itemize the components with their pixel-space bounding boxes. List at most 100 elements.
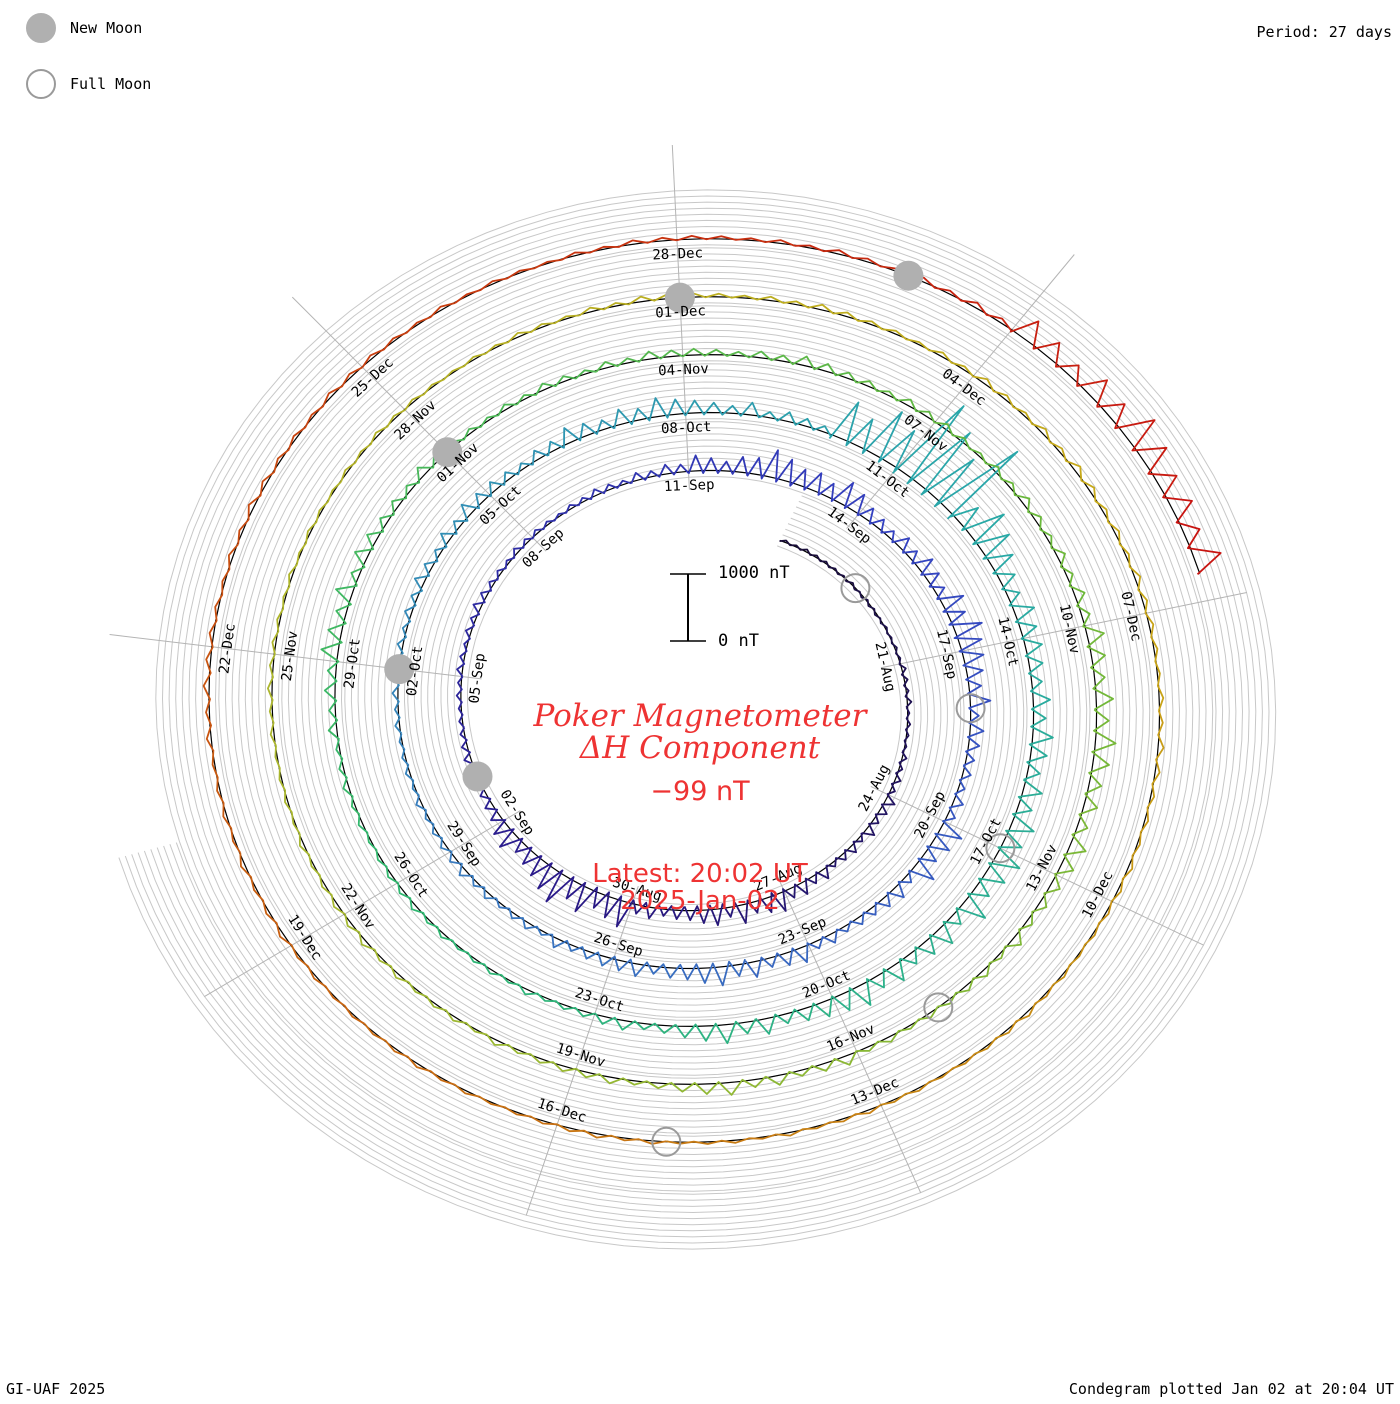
trace-segment-2024-10-26 <box>357 814 399 884</box>
date-label: 05-Sep <box>466 652 488 704</box>
new-moon-marker <box>384 654 415 685</box>
trace-segment-2024-09-06 <box>470 578 499 627</box>
trace-segment-2024-09-24 <box>679 958 746 987</box>
new-moon-marker <box>462 761 493 792</box>
date-spoke <box>109 634 482 680</box>
trace-segment-2024-09-30 <box>398 733 420 797</box>
trace-segment-2024-11-28 <box>404 352 487 411</box>
trace-segment-2024-12-23 <box>237 448 290 545</box>
new-moon-marker <box>893 260 924 291</box>
trace-segment-2024-11-04 <box>682 347 772 361</box>
trace-segment-2024-12-08 <box>1146 710 1165 809</box>
trace-segment-2024-09-19 <box>942 765 972 822</box>
trace-segment-2024-08-26 <box>783 865 830 899</box>
date-label: 25-Nov <box>279 630 301 682</box>
trace-segment-2024-08-24 <box>861 793 896 836</box>
trace-segment-2024-12-16 <box>454 1083 558 1126</box>
full-moon-marker <box>923 992 954 1023</box>
trace-segment-2024-12-03 <box>882 328 974 377</box>
trace-segment-2024-11-25 <box>271 564 298 655</box>
trace-segment-2024-08-28 <box>683 901 736 927</box>
trace-segment-2024-09-22 <box>807 912 865 950</box>
trace-segment-2024-12-13 <box>776 1103 882 1137</box>
moon-markers <box>384 260 1016 1157</box>
trace-segment-2024-11-13 <box>1004 874 1061 948</box>
trace-segment-2024-12-22 <box>208 543 239 647</box>
trace-segment-2024-09-01 <box>493 818 542 865</box>
trace-segment-2024-09-27 <box>495 898 552 936</box>
trace-segment-2024-12-12 <box>880 1053 976 1106</box>
trace-segment-2025-01-02 <box>1163 496 1222 575</box>
trace-segment-2024-10-16 <box>998 778 1043 849</box>
trace-segment-2024-09-05 <box>456 625 475 678</box>
trace-segment-2024-08-23 <box>886 751 908 796</box>
trace-segment-2024-09-17 <box>959 650 992 710</box>
spiral-gridline <box>118 189 1277 1250</box>
trace-segment-2024-12-29 <box>794 244 909 278</box>
trace-segment-2024-11-16 <box>765 1050 858 1086</box>
trace-segment-2024-09-07 <box>496 537 534 580</box>
full-moon-icon <box>26 69 56 99</box>
chart-subtitle: ΔH Component <box>579 730 821 766</box>
trace-segment-2024-10-25 <box>397 882 453 942</box>
date-spoke <box>776 874 922 1194</box>
trace-segment-2024-10-23 <box>518 984 596 1018</box>
trace-segment-2024-09-12 <box>746 449 807 491</box>
trace-segment-2024-10-03 <box>410 546 447 607</box>
trace-segment-2024-09-18 <box>962 707 985 767</box>
trace-segment-2024-11-14 <box>937 946 1006 1008</box>
trace-segment-2024-10-19 <box>831 958 905 1011</box>
spiral-gridline <box>131 201 1263 1238</box>
date-label: 28-Nov <box>391 397 439 443</box>
trace-segment-2024-10-10 <box>828 401 916 472</box>
trace-segment-2024-08-21 <box>898 663 913 709</box>
trace-segment-2024-12-11 <box>974 984 1054 1055</box>
legend-full-moon: Full Moon <box>26 69 151 99</box>
trace-segment-2024-09-29 <box>415 795 452 853</box>
trace-segment-2024-12-05 <box>1049 441 1109 523</box>
full-moon-marker <box>651 1126 682 1157</box>
trace-segment-2024-12-04 <box>972 375 1051 443</box>
trace-segment-2024-08-19 <box>853 588 882 625</box>
trace-segment-2024-09-23 <box>744 942 809 978</box>
trace-segment-2024-12-25 <box>361 302 456 368</box>
new-moon-marker <box>664 282 695 313</box>
trace-segment-2024-10-09 <box>758 411 832 437</box>
trace-segment-2024-12-21 <box>202 646 215 752</box>
trace-segment-2024-10-22 <box>594 1012 676 1034</box>
trace-segment-2024-11-05 <box>770 354 858 384</box>
trace-segment-2024-12-24 <box>288 366 363 450</box>
trace-segment-2024-09-25 <box>613 955 681 979</box>
trace-segment-2024-11-19 <box>486 1034 577 1072</box>
trace-segment-2024-12-17 <box>363 1023 455 1086</box>
date-label: 02-Oct <box>404 645 426 697</box>
trace-segment-2024-10-14 <box>1021 638 1051 710</box>
trace-segment-2024-10-18 <box>899 907 962 965</box>
date-label: 04-Dec <box>939 366 989 409</box>
trace-segment-2024-11-30 <box>578 293 681 317</box>
trace-segment-2024-12-06 <box>1107 521 1148 614</box>
trace-segment-2024-11-09 <box>1050 547 1091 627</box>
trace-segment-2024-11-21 <box>344 913 409 983</box>
period-label: Period: 27 days <box>1256 23 1392 41</box>
trace-segment-2024-10-11 <box>892 405 1019 520</box>
trace-segment-2024-08-31 <box>530 854 586 903</box>
trace-segment-2024-11-08 <box>1000 478 1053 548</box>
trace-segment-2024-11-10 <box>1082 625 1114 711</box>
trace-segment-2024-10-24 <box>451 939 520 986</box>
trace-segment-2024-10-27 <box>335 739 361 816</box>
trace-segment-2024-12-20 <box>211 751 242 854</box>
trace-segment-2024-09-26 <box>551 933 615 967</box>
trace-segment-2024-10-21 <box>674 1018 757 1045</box>
plotted-label: Condegram plotted Jan 02 at 20:04 UT <box>1068 1380 1394 1398</box>
trace-segment-2024-10-08 <box>684 399 760 419</box>
new-moon-marker <box>432 437 463 468</box>
trace-segment-2024-12-26 <box>454 258 562 304</box>
trace-segment-2024-10-04 <box>440 492 492 548</box>
spiral-gridline <box>150 219 1244 1220</box>
spiral-gridline <box>124 195 1270 1244</box>
trace-segment-2025-01-01 <box>1096 403 1178 499</box>
trace-segment-2024-12-15 <box>556 1123 667 1145</box>
trace-segment-2024-11-27 <box>340 409 406 483</box>
